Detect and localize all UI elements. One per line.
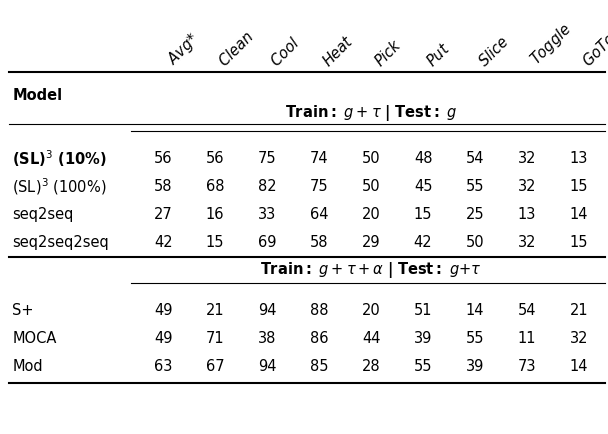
Text: 28: 28	[362, 359, 381, 374]
Text: 33: 33	[258, 207, 276, 222]
Text: 64: 64	[310, 207, 328, 222]
Text: $\mathit{Clean}$: $\mathit{Clean}$	[215, 28, 257, 69]
Text: (SL)$^3$ (10%): (SL)$^3$ (10%)	[12, 148, 106, 169]
Text: 75: 75	[258, 151, 277, 166]
Text: 63: 63	[154, 359, 173, 374]
Text: MOCA: MOCA	[12, 331, 57, 346]
Text: 68: 68	[206, 179, 224, 194]
Text: S+: S+	[12, 303, 33, 318]
Text: 51: 51	[414, 303, 432, 318]
Text: 15: 15	[570, 235, 588, 250]
Text: 54: 54	[518, 303, 536, 318]
Text: $\mathit{GoTo}$*: $\mathit{GoTo}$*	[579, 25, 608, 69]
Text: 42: 42	[414, 235, 432, 250]
Text: 15: 15	[206, 235, 224, 250]
Text: seq2seq2seq: seq2seq2seq	[12, 235, 109, 250]
Text: $\mathit{Cool}$: $\mathit{Cool}$	[267, 34, 303, 69]
Text: 44: 44	[362, 331, 381, 346]
Text: 25: 25	[466, 207, 485, 222]
Text: 50: 50	[362, 179, 381, 194]
Text: 39: 39	[414, 331, 432, 346]
Text: 13: 13	[570, 151, 588, 166]
Text: $\mathit{Slice}$: $\mathit{Slice}$	[475, 33, 512, 69]
Text: 82: 82	[258, 179, 277, 194]
Text: 32: 32	[570, 331, 588, 346]
Text: 50: 50	[466, 235, 485, 250]
Text: 14: 14	[466, 303, 485, 318]
Text: 20: 20	[362, 303, 381, 318]
Text: 75: 75	[310, 179, 328, 194]
Text: 32: 32	[518, 235, 536, 250]
Text: 14: 14	[570, 359, 588, 374]
Text: 11: 11	[518, 331, 536, 346]
Text: 88: 88	[310, 303, 328, 318]
Text: $\mathbf{Train:}\ g + \tau + \alpha\ \mathbf{|}\ \mathbf{Test:}\ g{+}\tau$: $\mathbf{Train:}\ g + \tau + \alpha\ \ma…	[260, 260, 482, 280]
Text: 94: 94	[258, 359, 277, 374]
Text: 14: 14	[570, 207, 588, 222]
Text: 69: 69	[258, 235, 277, 250]
Text: seq2seq: seq2seq	[12, 207, 74, 222]
Text: $\mathit{Put}$: $\mathit{Put}$	[423, 39, 453, 69]
Text: 94: 94	[258, 303, 277, 318]
Text: 74: 74	[310, 151, 328, 166]
Text: 42: 42	[154, 235, 173, 250]
Text: 29: 29	[362, 235, 381, 250]
Text: 13: 13	[518, 207, 536, 222]
Text: 67: 67	[206, 359, 224, 374]
Text: 55: 55	[466, 179, 485, 194]
Text: 49: 49	[154, 331, 173, 346]
Text: $\mathit{Avg}$*: $\mathit{Avg}$*	[163, 30, 203, 69]
Text: (SL)$^3$ (100%): (SL)$^3$ (100%)	[12, 176, 106, 197]
Text: 73: 73	[518, 359, 536, 374]
Text: 56: 56	[154, 151, 173, 166]
Text: 48: 48	[414, 151, 432, 166]
Text: 15: 15	[570, 179, 588, 194]
Text: $\mathit{Heat}$: $\mathit{Heat}$	[319, 32, 357, 69]
Text: $\mathit{Pick}$: $\mathit{Pick}$	[371, 36, 405, 69]
Text: Mod: Mod	[12, 359, 43, 374]
Text: 71: 71	[206, 331, 224, 346]
Text: 16: 16	[206, 207, 224, 222]
Text: 56: 56	[206, 151, 224, 166]
Text: $\mathit{Toggle}$: $\mathit{Toggle}$	[527, 20, 576, 69]
Text: 58: 58	[154, 179, 173, 194]
Text: 38: 38	[258, 331, 277, 346]
Text: 15: 15	[414, 207, 432, 222]
Text: 86: 86	[310, 331, 328, 346]
Text: 39: 39	[466, 359, 484, 374]
Text: 54: 54	[466, 151, 485, 166]
Text: 49: 49	[154, 303, 173, 318]
Text: 55: 55	[414, 359, 432, 374]
Text: 45: 45	[414, 179, 432, 194]
Text: 32: 32	[518, 151, 536, 166]
Text: $\mathbf{Train:}\ g + \tau\ \mathbf{|}\ \mathbf{Test:}\ g$: $\mathbf{Train:}\ g + \tau\ \mathbf{|}\ …	[285, 103, 457, 123]
Text: 20: 20	[362, 207, 381, 222]
Text: 32: 32	[518, 179, 536, 194]
Text: 27: 27	[154, 207, 173, 222]
Text: Model: Model	[12, 88, 62, 103]
Text: 55: 55	[466, 331, 485, 346]
Text: 50: 50	[362, 151, 381, 166]
Text: 85: 85	[310, 359, 328, 374]
Text: 58: 58	[310, 235, 328, 250]
Text: 21: 21	[570, 303, 589, 318]
Text: 21: 21	[206, 303, 224, 318]
